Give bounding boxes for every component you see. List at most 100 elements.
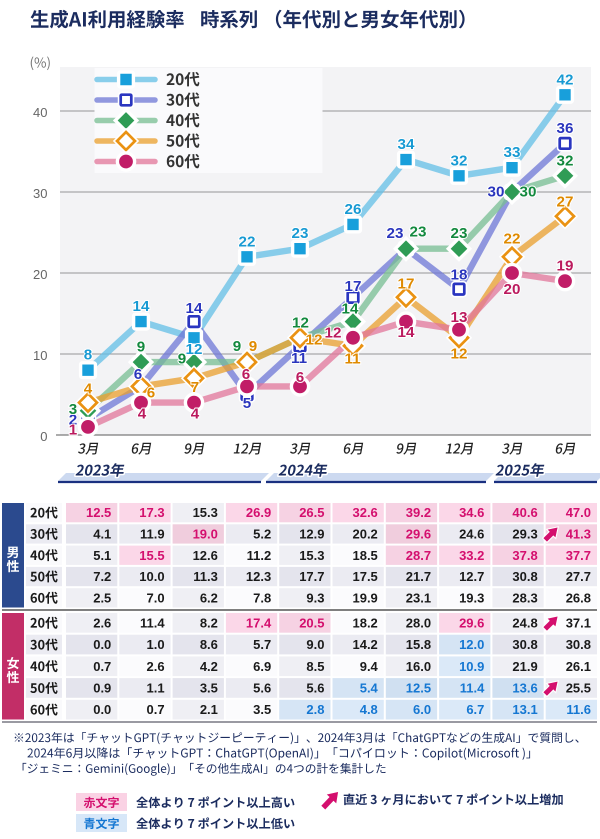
svg-text:33: 33 (504, 144, 521, 161)
svg-text:11.3: 11.3 (193, 569, 218, 584)
svg-text:8.6: 8.6 (200, 637, 218, 652)
svg-text:15.3: 15.3 (193, 505, 218, 520)
svg-text:5.2: 5.2 (253, 527, 271, 542)
svg-text:47.0: 47.0 (566, 505, 591, 520)
svg-text:16.0: 16.0 (406, 659, 431, 674)
svg-text:26: 26 (345, 201, 362, 218)
svg-text:40: 40 (33, 105, 47, 120)
svg-text:0.7: 0.7 (93, 659, 111, 674)
svg-text:27.7: 27.7 (566, 569, 591, 584)
svg-text:10.0: 10.0 (139, 569, 164, 584)
svg-text:11: 11 (344, 350, 361, 367)
svg-text:2.5: 2.5 (93, 591, 111, 606)
svg-text:19.9: 19.9 (352, 591, 377, 606)
svg-text:14: 14 (342, 301, 359, 318)
svg-text:11.2: 11.2 (247, 548, 272, 563)
svg-text:13.1: 13.1 (512, 702, 537, 717)
svg-text:34: 34 (398, 136, 415, 153)
svg-text:26.5: 26.5 (299, 505, 324, 520)
svg-text:12.6: 12.6 (193, 548, 218, 563)
svg-text:29.6: 29.6 (406, 527, 431, 542)
svg-text:32: 32 (557, 152, 574, 169)
svg-text:12: 12 (186, 341, 203, 358)
svg-text:0.9: 0.9 (93, 681, 111, 696)
svg-text:10.9: 10.9 (459, 659, 484, 674)
svg-text:2: 2 (69, 411, 77, 428)
svg-text:19: 19 (557, 258, 574, 275)
svg-text:3.5: 3.5 (200, 681, 218, 696)
svg-text:23: 23 (410, 224, 427, 241)
svg-text:12.0: 12.0 (459, 637, 484, 652)
svg-text:1.1: 1.1 (147, 681, 165, 696)
svg-text:26.1: 26.1 (566, 659, 591, 674)
svg-text:6.0: 6.0 (413, 702, 431, 717)
svg-text:12.5: 12.5 (406, 681, 431, 696)
svg-text:11.9: 11.9 (140, 527, 165, 542)
svg-text:4.1: 4.1 (93, 527, 111, 542)
svg-text:42: 42 (557, 71, 574, 88)
svg-text:9: 9 (137, 339, 145, 356)
svg-text:11.6: 11.6 (566, 702, 591, 717)
svg-text:11: 11 (291, 350, 308, 367)
svg-text:14.2: 14.2 (352, 637, 377, 652)
svg-text:5: 5 (243, 395, 252, 412)
svg-text:40.6: 40.6 (512, 505, 537, 520)
svg-text:17.7: 17.7 (299, 569, 324, 584)
svg-text:23: 23 (451, 225, 468, 242)
svg-text:15.5: 15.5 (139, 548, 164, 563)
svg-text:36: 36 (557, 120, 574, 137)
svg-text:2.1: 2.1 (200, 702, 218, 717)
svg-text:30: 30 (33, 186, 47, 201)
svg-text:12.3: 12.3 (246, 569, 271, 584)
svg-text:32.6: 32.6 (352, 505, 377, 520)
svg-text:30: 30 (520, 184, 537, 201)
svg-text:24.6: 24.6 (459, 527, 484, 542)
svg-text:5.7: 5.7 (253, 637, 271, 652)
svg-text:0.0: 0.0 (93, 637, 111, 652)
svg-text:9.4: 9.4 (360, 659, 379, 674)
svg-text:27: 27 (557, 193, 574, 210)
svg-text:2.6: 2.6 (93, 616, 111, 631)
svg-text:6.2: 6.2 (200, 591, 218, 606)
svg-text:12: 12 (306, 331, 323, 348)
svg-text:0: 0 (40, 429, 47, 444)
svg-text:12: 12 (325, 324, 342, 341)
svg-text:11.4: 11.4 (140, 616, 165, 631)
svg-text:3: 3 (69, 401, 77, 418)
svg-text:6: 6 (147, 384, 155, 401)
svg-text:2.8: 2.8 (306, 702, 324, 717)
svg-text:37.8: 37.8 (512, 548, 537, 563)
svg-text:21.9: 21.9 (512, 659, 537, 674)
svg-text:17: 17 (398, 275, 415, 292)
svg-text:5.4: 5.4 (360, 681, 379, 696)
svg-text:12.5: 12.5 (86, 505, 111, 520)
svg-text:37.7: 37.7 (566, 548, 591, 563)
svg-text:13.6: 13.6 (512, 681, 537, 696)
svg-text:0.0: 0.0 (93, 702, 111, 717)
svg-text:6: 6 (242, 366, 250, 383)
svg-text:9: 9 (233, 338, 241, 355)
svg-text:20.5: 20.5 (299, 616, 324, 631)
svg-text:33.2: 33.2 (459, 548, 484, 563)
svg-text:39.2: 39.2 (406, 505, 431, 520)
svg-text:20: 20 (504, 281, 521, 298)
svg-text:7.0: 7.0 (147, 591, 165, 606)
svg-text:29.6: 29.6 (459, 616, 484, 631)
svg-text:41.3: 41.3 (566, 527, 591, 542)
svg-text:22: 22 (239, 233, 256, 250)
svg-text:9.3: 9.3 (306, 591, 324, 606)
svg-text:19.3: 19.3 (459, 591, 484, 606)
svg-text:32: 32 (451, 152, 468, 169)
svg-text:28.0: 28.0 (406, 616, 431, 631)
svg-text:25.5: 25.5 (566, 681, 591, 696)
svg-text:6: 6 (134, 366, 142, 383)
svg-text:7.8: 7.8 (253, 591, 271, 606)
svg-text:0.7: 0.7 (147, 702, 165, 717)
svg-text:14: 14 (398, 324, 415, 341)
svg-text:13: 13 (451, 309, 468, 326)
svg-text:26.9: 26.9 (246, 505, 271, 520)
svg-text:6.9: 6.9 (253, 659, 271, 674)
svg-text:7.2: 7.2 (93, 569, 111, 584)
svg-text:9.0: 9.0 (306, 637, 324, 652)
svg-text:10: 10 (33, 348, 47, 363)
